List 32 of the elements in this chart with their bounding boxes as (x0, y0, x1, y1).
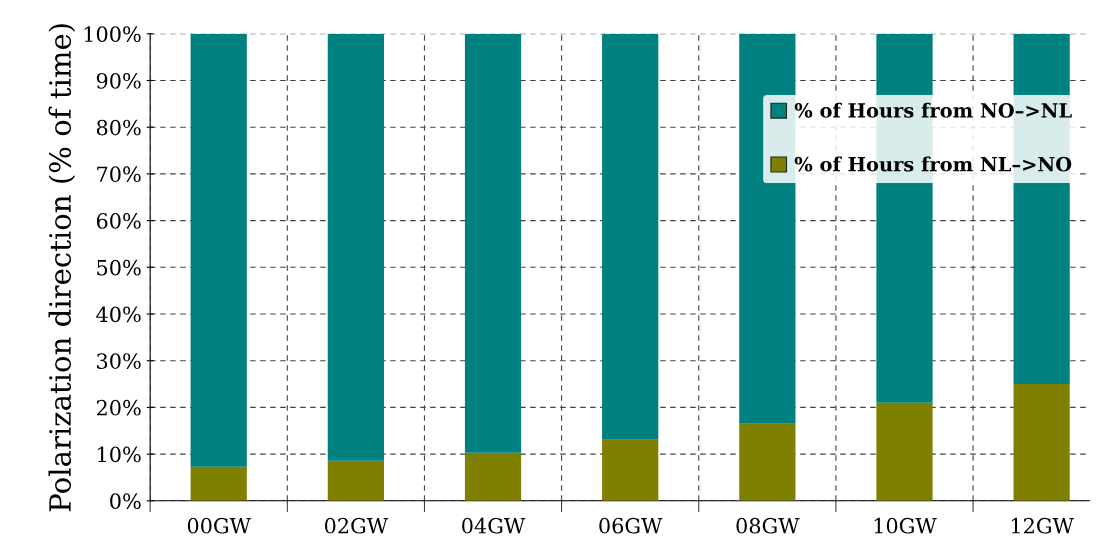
legend-label: % of Hours from NO–>NL (794, 102, 1072, 118)
y-tick-label: 90% (96, 72, 141, 89)
bar (602, 33, 659, 440)
x-tick-label: 10GW (874, 517, 937, 534)
x-tick-label: 12GW (1011, 517, 1074, 534)
bar (602, 439, 659, 501)
x-tick-label: 08GW (736, 517, 800, 534)
y-axis-title: Polarization direction (% of time) (48, 24, 76, 512)
legend-label: % of Hours from NL–>NO (794, 156, 1072, 172)
x-tick-label: 04GW (462, 517, 526, 534)
bar (739, 423, 796, 501)
y-tick-label: 40% (96, 306, 141, 323)
x-tick-label: 06GW (599, 517, 663, 534)
bar (464, 452, 522, 501)
y-tick-label: 70% (97, 166, 141, 183)
bar (1013, 384, 1070, 501)
y-tick-label: 0% (110, 493, 141, 510)
y-tick-label: 50% (97, 259, 141, 276)
bar (464, 33, 522, 453)
bar (190, 33, 247, 467)
y-tick-label: 80% (96, 119, 141, 136)
bar (327, 33, 384, 461)
bar (327, 460, 384, 501)
bar (876, 402, 933, 501)
y-tick-label: 60% (96, 213, 141, 229)
x-tick-label: 02GW (324, 517, 389, 534)
x-tick-label: 00GW (187, 517, 251, 534)
y-tick-label: 100% (84, 26, 141, 43)
y-tick-label: 30% (97, 353, 141, 369)
y-tick-label: 10% (98, 446, 141, 463)
bar (190, 466, 247, 501)
y-tick-label: 20% (96, 399, 141, 416)
